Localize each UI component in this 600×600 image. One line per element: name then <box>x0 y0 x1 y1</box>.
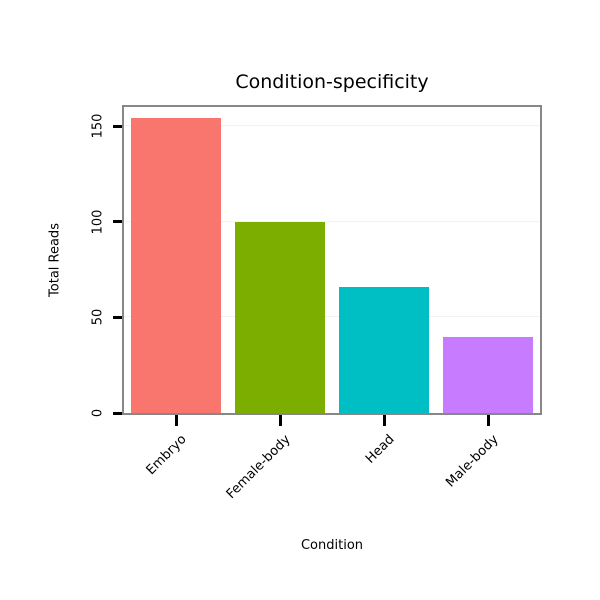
gridline <box>124 316 540 318</box>
y-tick-label: 0 <box>90 408 106 418</box>
y-tick-label: 50 <box>90 309 106 326</box>
y-tick-label: 150 <box>90 113 106 139</box>
x-axis-tick <box>486 415 490 426</box>
y-axis-tick <box>113 411 122 415</box>
gridline <box>124 125 540 127</box>
x-tick-label: Female-body <box>223 432 294 502</box>
x-axis-tick <box>174 415 178 426</box>
y-axis-tick <box>113 220 122 224</box>
bar-female-body <box>235 221 325 413</box>
chart-title: Condition-specificity <box>235 71 429 93</box>
y-axis-label: Total Reads <box>47 223 63 297</box>
x-tick-label: Embryo <box>143 432 190 479</box>
bar-male-body <box>443 336 533 413</box>
y-tick-label: 100 <box>90 209 106 235</box>
x-tick-label: Male-body <box>443 432 502 491</box>
plot-panel <box>122 105 542 415</box>
y-axis-tick <box>113 315 122 319</box>
gridline <box>124 220 540 222</box>
x-axis-tick <box>278 415 282 426</box>
x-axis-label: Condition <box>300 538 364 553</box>
bar-head <box>339 286 429 413</box>
y-axis-tick <box>113 124 122 128</box>
x-tick-label: Head <box>362 432 398 467</box>
x-axis-tick <box>382 415 386 426</box>
bar-embryo <box>131 118 221 413</box>
